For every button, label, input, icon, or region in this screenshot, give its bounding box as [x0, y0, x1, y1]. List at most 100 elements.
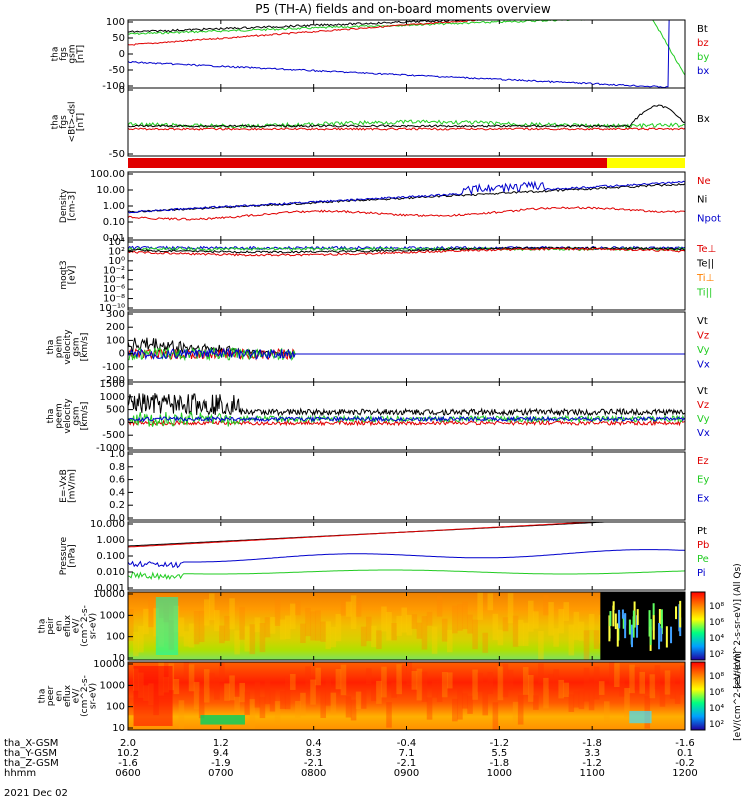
- ephemeris-value: -2.1: [397, 758, 417, 769]
- y-axis-label: [nT]: [76, 113, 86, 131]
- y-axis-label: E=-VxB: [59, 469, 69, 503]
- trace-pe: [128, 569, 685, 581]
- legend-entry: Vt: [697, 386, 708, 397]
- spectrogram-column: [583, 667, 590, 702]
- panels-layer: 100500-50-100thafgsgsm[nT]Btbzbybx0-50th…: [38, 17, 744, 741]
- spectrogram-column: [340, 599, 347, 616]
- trace-npot: [128, 180, 685, 214]
- spectrogram-column: [178, 617, 185, 637]
- spectrogram-column: [214, 610, 220, 632]
- spectrogram-column: [502, 663, 509, 698]
- y-axis-label: eV/: [72, 688, 82, 704]
- panel-data-density: [128, 180, 685, 221]
- spectrogram-column: [188, 664, 195, 692]
- spectrogram-column: [593, 666, 600, 700]
- y-tick-label: 10⁻⁶: [103, 284, 125, 295]
- spectrogram-column: [315, 610, 321, 641]
- trace-vx: [128, 347, 685, 360]
- panel-frame: [127, 171, 686, 241]
- ephemeris-value: 1.2: [213, 738, 229, 749]
- spectrogram-column: [391, 623, 397, 641]
- ephemeris-value: 7.1: [399, 748, 415, 759]
- y-tick-label: 0: [119, 85, 125, 96]
- y-axis-label: moqt3: [59, 260, 69, 289]
- y-tick-label: -200: [102, 375, 125, 386]
- spectrogram-column: [148, 597, 154, 628]
- spectrogram-column: [198, 610, 205, 643]
- legend-entry: Bx: [697, 114, 710, 125]
- spectrogram-speckle: [624, 613, 627, 626]
- spectrogram-column: [522, 622, 529, 646]
- spectrogram-column: [173, 678, 180, 695]
- legend-entry: Pt: [697, 526, 707, 537]
- ephemeris-row-label: tha_Y-GSM: [4, 748, 57, 759]
- spectrogram-speckle: [660, 625, 663, 642]
- spectrogram-column: [452, 605, 458, 634]
- spectrogram-column: [360, 626, 367, 647]
- spectrogram-column: [234, 630, 240, 655]
- y-tick-label: 10⁻¹⁰: [99, 303, 125, 314]
- spectrogram-column: [528, 674, 534, 702]
- y-tick-label: 1000: [100, 610, 125, 621]
- spectrogram-speckle: [652, 615, 655, 640]
- y-tick-label: 1500: [100, 379, 125, 390]
- ephemeris-value: 9.4: [213, 748, 229, 759]
- spectrogram-column: [376, 630, 382, 650]
- spectrogram-speckle: [621, 609, 624, 619]
- spectrogram-column: [452, 698, 458, 722]
- trace-bx: [128, 104, 685, 128]
- spectrogram-column: [517, 695, 524, 725]
- spectrogram-column: [497, 666, 504, 701]
- spectrogram-speckle: [612, 601, 615, 610]
- trace-bz: [128, 20, 489, 46]
- spectrogram-column: [472, 619, 478, 650]
- spectrogram-column: [335, 669, 342, 690]
- spectrogram-column: [244, 626, 251, 652]
- spectrogram-column: [249, 624, 256, 655]
- spectrogram-speckle: [616, 623, 619, 647]
- spectrogram-column: [279, 619, 286, 640]
- y-tick-label: 10000: [93, 589, 125, 600]
- trace-vx: [128, 415, 685, 423]
- spectrogram-column: [431, 626, 438, 654]
- spectrogram-column: [447, 672, 453, 689]
- spectrogram-feature: [629, 710, 652, 724]
- y-axis-label: [mV/m]: [67, 469, 77, 503]
- spectrogram-speckle: [675, 606, 678, 620]
- spectrogram-feature: [133, 666, 173, 726]
- spectrogram-column: [593, 630, 600, 649]
- legend-entry: Vx: [697, 428, 710, 439]
- spectrogram-column: [290, 603, 296, 630]
- spectrogram-column: [457, 686, 463, 720]
- spectrogram-column: [203, 599, 210, 626]
- spectrogram-column: [198, 691, 205, 719]
- y-tick-label: -100: [102, 81, 125, 92]
- legend-entry: Te⊥: [696, 244, 716, 255]
- spectrogram-column: [659, 685, 666, 707]
- date-label: 2021 Dec 02: [4, 788, 68, 799]
- spectrogram-column: [178, 700, 185, 730]
- y-tick-label: 1000: [100, 680, 125, 691]
- spectrogram-column: [583, 630, 590, 660]
- spectrogram-column: [234, 696, 240, 727]
- y-tick-label: 200: [106, 322, 125, 333]
- plot-title: P5 (TH-A) fields and on-board moments ov…: [255, 2, 551, 16]
- y-tick-label: 10⁰: [108, 256, 125, 267]
- spectrogram-column: [492, 613, 499, 641]
- legend-entry: Pi: [697, 568, 706, 579]
- ephemeris-value: 1000: [487, 768, 512, 779]
- trace-ne: [128, 206, 685, 221]
- spectrogram-column: [558, 679, 564, 699]
- spectrogram-column: [578, 690, 585, 710]
- spectrogram-column: [401, 607, 407, 633]
- spectrogram-column: [274, 598, 281, 626]
- spectrogram-column: [533, 611, 539, 629]
- spectrogram-column: [487, 593, 494, 611]
- y-tick-label: 0: [119, 49, 125, 60]
- mode-segment-red: [128, 158, 608, 168]
- y-tick-label: 0.6: [109, 475, 125, 486]
- spectrogram-column: [254, 681, 261, 708]
- spectrogram-column: [406, 662, 413, 686]
